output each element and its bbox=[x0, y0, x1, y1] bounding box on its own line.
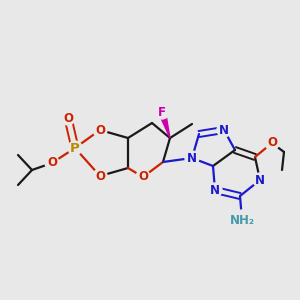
Text: O: O bbox=[63, 112, 73, 124]
Text: P: P bbox=[70, 142, 80, 154]
Circle shape bbox=[217, 123, 231, 137]
Text: N: N bbox=[187, 152, 197, 164]
Circle shape bbox=[93, 123, 107, 137]
Circle shape bbox=[155, 105, 169, 119]
Circle shape bbox=[45, 156, 59, 170]
Circle shape bbox=[136, 170, 150, 184]
Text: NH₂: NH₂ bbox=[230, 214, 254, 226]
Circle shape bbox=[208, 183, 222, 197]
Text: N: N bbox=[210, 184, 220, 196]
Circle shape bbox=[232, 210, 252, 230]
Text: N: N bbox=[255, 173, 265, 187]
Circle shape bbox=[93, 169, 107, 183]
Circle shape bbox=[265, 136, 279, 150]
Polygon shape bbox=[159, 111, 170, 138]
Text: O: O bbox=[47, 157, 57, 169]
Circle shape bbox=[253, 173, 267, 187]
Text: N: N bbox=[219, 124, 229, 136]
Text: O: O bbox=[267, 136, 277, 149]
Text: O: O bbox=[95, 169, 105, 182]
Circle shape bbox=[61, 111, 75, 125]
Circle shape bbox=[68, 141, 82, 155]
Circle shape bbox=[185, 151, 199, 165]
Text: O: O bbox=[138, 170, 148, 184]
Text: O: O bbox=[95, 124, 105, 136]
Text: F: F bbox=[158, 106, 166, 118]
